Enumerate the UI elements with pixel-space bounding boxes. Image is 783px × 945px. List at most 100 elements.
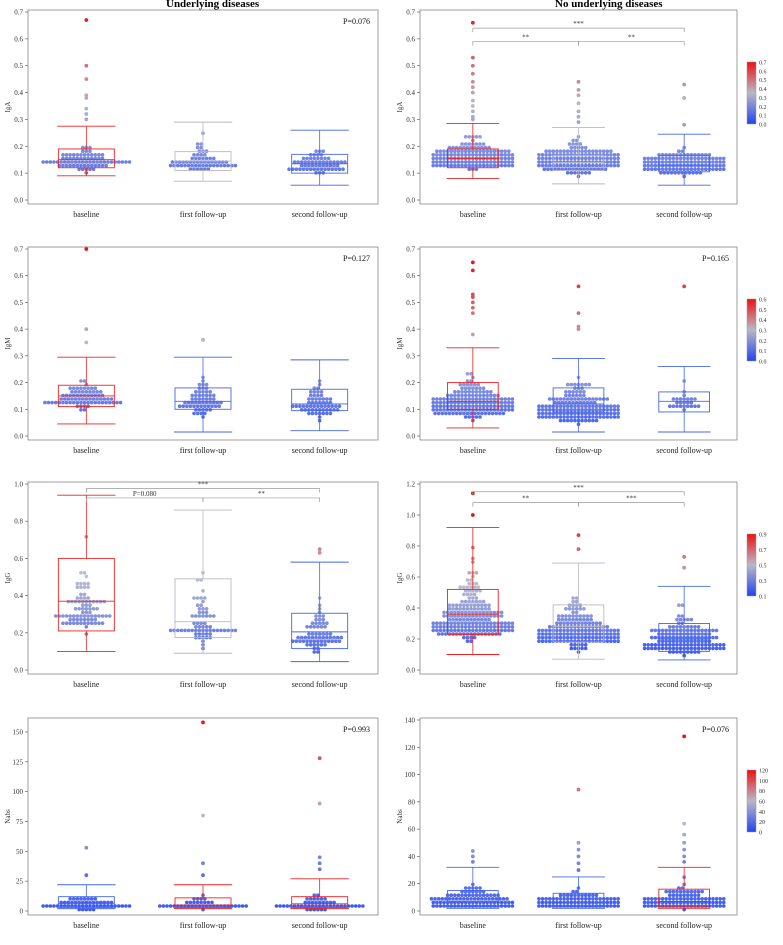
data-point [616, 415, 620, 419]
data-point [609, 904, 613, 908]
data-point [435, 621, 439, 625]
y-tick-label: 0.3 [14, 116, 23, 124]
x-tick-label: baseline [73, 446, 100, 455]
data-point [199, 404, 203, 408]
data-point [460, 404, 464, 408]
box-iqr [552, 892, 605, 908]
data-point [310, 635, 315, 640]
data-point [201, 625, 205, 629]
data-point [233, 163, 238, 168]
data-point [319, 167, 324, 171]
data-point [714, 900, 719, 905]
data-point [469, 411, 473, 416]
data-point [696, 160, 701, 164]
data-point [676, 149, 681, 153]
data-point [73, 904, 78, 908]
data-point [540, 163, 545, 168]
data-point [316, 167, 320, 171]
data-point [481, 625, 486, 629]
data-point [303, 904, 308, 908]
data-point [75, 581, 80, 586]
data-point [612, 635, 617, 640]
box-iqr [552, 155, 605, 171]
data-point [685, 889, 690, 894]
data-point [569, 145, 574, 150]
data-point [474, 135, 479, 139]
data-point [576, 408, 581, 412]
data-point [478, 628, 482, 633]
data-point [573, 646, 577, 651]
data-point [80, 145, 85, 150]
data-point [487, 617, 491, 622]
data-point [480, 617, 484, 622]
data-point [190, 614, 194, 618]
y-tick-label: 80 [408, 798, 416, 806]
data-point [317, 621, 322, 625]
data-point [646, 167, 650, 171]
colorbar-tick-label: 0.2 [759, 105, 767, 111]
data-point [562, 397, 566, 401]
data-point [642, 904, 647, 908]
colorbar-tick-label: 20 [759, 820, 765, 826]
data-point [469, 585, 473, 589]
data-point [199, 621, 203, 625]
data-point [467, 386, 472, 390]
colorbar-tick-label: 0.0 [759, 123, 767, 129]
outlier-point [576, 109, 581, 114]
data-point [703, 639, 708, 643]
outlier-point [682, 565, 687, 570]
data-point [308, 625, 313, 629]
data-point [203, 596, 207, 600]
data-point [481, 614, 486, 618]
data-point [474, 390, 479, 394]
data-point [343, 160, 347, 164]
data-point [127, 160, 132, 164]
data-point [168, 904, 173, 908]
data-point [565, 163, 570, 168]
data-point [703, 646, 708, 651]
data-point [208, 390, 212, 394]
data-point [490, 411, 495, 416]
data-point [499, 153, 504, 157]
data-point [574, 889, 579, 894]
data-point [462, 607, 466, 611]
data-point [492, 153, 497, 157]
data-point [308, 153, 313, 157]
data-point [587, 628, 592, 633]
data-point [201, 163, 205, 168]
data-point [503, 160, 508, 164]
data-point [562, 156, 566, 161]
data-point [197, 397, 202, 401]
data-point [82, 393, 87, 398]
y-tick-label: 40 [408, 853, 416, 861]
data-point [562, 163, 566, 168]
data-point [471, 160, 475, 164]
data-point [601, 415, 606, 419]
data-point [64, 614, 69, 618]
data-point [453, 153, 457, 157]
data-point [503, 163, 508, 168]
data-point [64, 400, 69, 405]
data-point [226, 163, 230, 168]
data-point [472, 897, 477, 901]
data-point [556, 617, 561, 622]
data-point [463, 893, 468, 897]
data-point [314, 160, 318, 164]
data-point [71, 400, 76, 405]
data-point [507, 156, 511, 161]
data-point [481, 893, 486, 897]
data-point [642, 643, 647, 647]
data-point [664, 632, 668, 636]
data-point [664, 163, 668, 168]
data-point [660, 639, 665, 643]
data-point [471, 149, 475, 153]
data-point [467, 393, 472, 398]
significance-label: ** [522, 34, 530, 42]
data-point [93, 386, 98, 390]
data-point [576, 397, 581, 401]
data-point [671, 635, 676, 640]
data-point [485, 149, 490, 153]
data-point [540, 639, 545, 643]
